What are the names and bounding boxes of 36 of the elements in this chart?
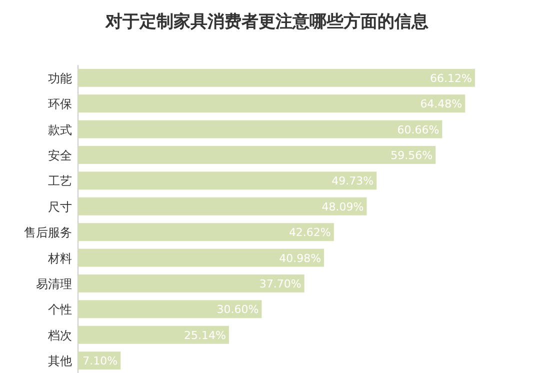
y-tick-label: 款式 (48, 122, 72, 137)
data-label: 40.98% (279, 252, 322, 265)
data-label: 48.09% (322, 200, 364, 214)
y-tick-label: 安全 (48, 148, 72, 162)
bar (78, 94, 466, 113)
bar (78, 326, 229, 344)
y-tick-label: 售后服务 (24, 226, 72, 240)
data-label: 7.10% (82, 354, 118, 368)
bar (78, 68, 475, 87)
bar (78, 223, 334, 242)
data-label: 59.56% (390, 148, 433, 162)
data-label: 66.12% (430, 72, 472, 85)
data-label: 30.60% (216, 303, 259, 316)
y-tick-label: 尺寸 (48, 200, 72, 214)
y-tick-label: 易清理 (36, 276, 72, 291)
data-label: 60.66% (397, 123, 440, 136)
bar (78, 120, 442, 138)
y-tick-label: 材料 (47, 251, 72, 266)
y-tick-label: 工艺 (48, 174, 72, 188)
bar (78, 274, 304, 292)
bar (78, 197, 367, 216)
data-label: 64.48% (420, 98, 462, 111)
y-tick-label: 环保 (48, 97, 72, 112)
bar (78, 300, 262, 318)
data-label: 49.73% (332, 174, 374, 188)
bar (78, 172, 377, 190)
data-label: 37.70% (259, 277, 302, 290)
data-label: 25.14% (184, 328, 226, 342)
y-tick-label: 档次 (47, 328, 72, 342)
y-tick-label: 个性 (48, 302, 72, 317)
y-tick-label: 其他 (48, 354, 72, 368)
bar (78, 146, 436, 164)
bar (78, 248, 324, 267)
chart-title: 对于定制家具消费者更注意哪些方面的信息 (104, 12, 428, 32)
y-tick-label: 功能 (48, 71, 72, 86)
data-label: 42.62% (288, 226, 331, 240)
